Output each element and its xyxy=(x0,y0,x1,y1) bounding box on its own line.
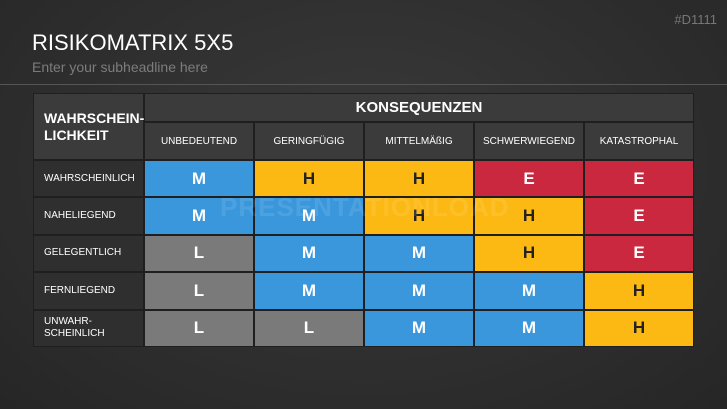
risk-cell: H xyxy=(584,309,694,347)
corner-header: WAHRSCHEIN- LICHKEIT xyxy=(33,93,144,160)
column-header: MITTELMÄßIG xyxy=(364,122,474,160)
group-header: KONSEQUENZEN xyxy=(144,93,694,122)
risk-cell: L xyxy=(254,309,364,347)
risk-cell: H xyxy=(254,160,364,198)
row-label: UNWAHR- SCHEINLICH xyxy=(33,309,144,347)
risk-cell: H xyxy=(474,197,584,235)
risk-cell: M xyxy=(474,309,584,347)
risk-cell: M xyxy=(144,197,254,235)
risk-cell: E xyxy=(584,234,694,273)
column-header: UNBEDEUTEND xyxy=(144,122,254,160)
risk-cell: E xyxy=(584,197,694,235)
column-header: SCHWERWIEGEND xyxy=(474,122,584,160)
row-label: NAHELIEGEND xyxy=(33,197,144,235)
text-line: GELEGENTLICH xyxy=(44,247,122,259)
risk-cell: M xyxy=(364,272,474,310)
risk-cell: H xyxy=(584,272,694,310)
risk-cell: H xyxy=(364,160,474,198)
row-label: FERNLIEGEND xyxy=(33,272,144,310)
text-line: WAHRSCHEIN- xyxy=(44,109,145,126)
text-line: WAHRSCHEINLICH xyxy=(44,172,135,184)
text-line: SCHEINLICH xyxy=(44,328,105,340)
text-line: FERNLIEGEND xyxy=(44,284,116,296)
column-header: GERINGFÜGIG xyxy=(254,122,364,160)
risk-cell: M xyxy=(144,160,254,198)
watermark: PRESENTATIONLOAD xyxy=(220,192,510,222)
column-header: KATASTROPHAL xyxy=(584,122,694,160)
risk-cell: M xyxy=(254,197,364,235)
title: RISIKOMATRIX 5X5 xyxy=(32,30,234,55)
risk-cell: L xyxy=(144,272,254,310)
risk-cell: M xyxy=(254,272,364,310)
risk-cell: L xyxy=(144,309,254,347)
row-label: GELEGENTLICH xyxy=(33,234,144,273)
risk-cell: H xyxy=(474,234,584,273)
risk-cell: M xyxy=(364,234,474,273)
subtitle: Enter your subheadline here xyxy=(32,59,208,75)
slide-code: #D1111 xyxy=(674,12,717,27)
row-label: WAHRSCHEINLICH xyxy=(33,160,144,198)
text-line: LICHKEIT xyxy=(44,126,109,143)
risk-cell: L xyxy=(144,234,254,273)
risk-cell: M xyxy=(254,234,364,273)
text-line: UNWAHR- xyxy=(44,316,92,328)
risk-table: WAHRSCHEIN- LICHKEIT KONSEQUENZEN UNBEDEUTE… xyxy=(33,93,694,347)
risk-cell: H xyxy=(364,197,474,235)
divider xyxy=(0,84,727,85)
risk-cell: E xyxy=(584,160,694,198)
risk-cell: E xyxy=(474,160,584,198)
risk-cell: M xyxy=(474,272,584,310)
risk-cell: M xyxy=(364,309,474,347)
text-line: NAHELIEGEND xyxy=(44,210,116,222)
